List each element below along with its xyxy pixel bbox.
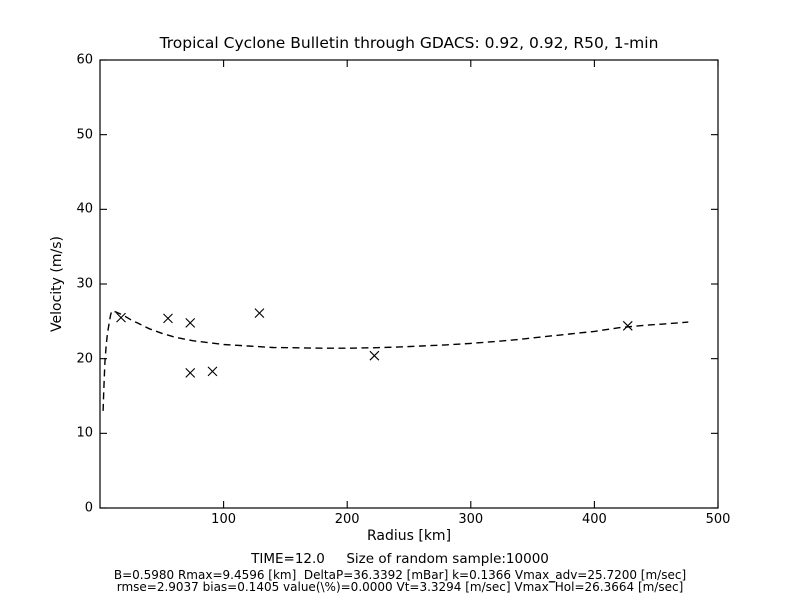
scatter-marker [254, 308, 265, 319]
model-curve [102, 310, 689, 411]
plot-frame [99, 59, 719, 509]
y-tick-label: 20 [76, 351, 93, 367]
scatter-marker [369, 350, 380, 361]
y-tick-label: 30 [76, 276, 93, 292]
y-tick-label: 60 [76, 52, 93, 68]
scatter-marker [185, 367, 196, 378]
annotation-fit-stats: rmse=2.9037 bias=0.1405 value(\%)=0.0000… [116, 580, 684, 594]
y-tick-label: 50 [76, 127, 93, 143]
x-tick-label: 500 [705, 512, 731, 527]
x-tick-label: 100 [211, 512, 236, 527]
y-tick-label: 40 [76, 201, 93, 217]
annotation-time-sample: TIME=12.0 Size of random sample:10000 [251, 551, 549, 567]
scatter-marker [116, 312, 126, 323]
y-tick-label: 0 [84, 500, 93, 516]
x-axis-label: Radius [km] [366, 528, 452, 544]
x-tick-label: 400 [581, 512, 607, 527]
x-tick-label: 300 [458, 512, 484, 527]
scatter-marker [622, 320, 633, 331]
scatter-marker [207, 366, 218, 377]
annotation-model-params: B=0.5980 Rmax=9.4596 [km] DeltaP=36.3392… [113, 568, 687, 582]
chart-title: Tropical Cyclone Bulletin through GDACS:… [159, 34, 659, 52]
scatter-marker [163, 313, 173, 324]
x-tick-label: 200 [334, 512, 360, 527]
scatter-marker [185, 317, 196, 328]
y-tick-label: 10 [76, 425, 93, 441]
